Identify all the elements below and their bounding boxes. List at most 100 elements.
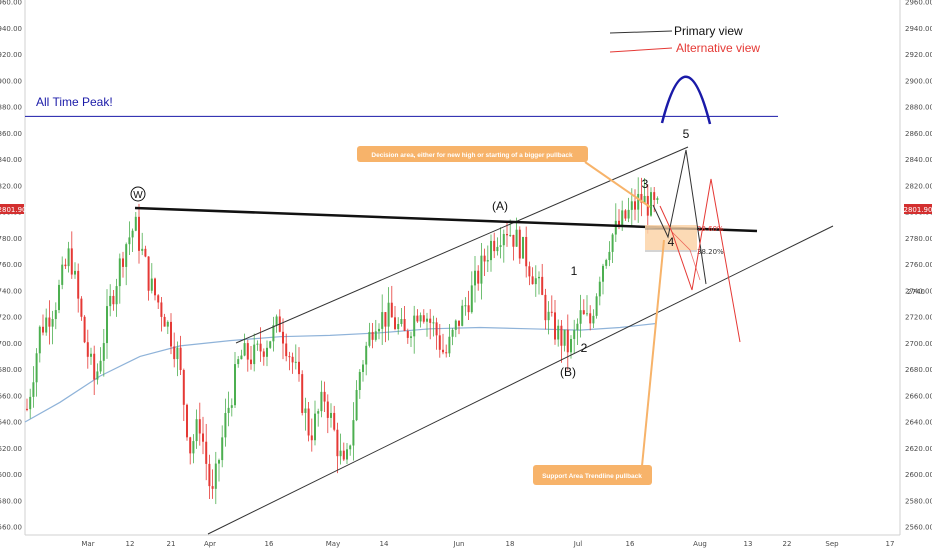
candle-body xyxy=(365,345,368,365)
candle-body xyxy=(67,248,70,267)
right-price-tick: 2620.00 xyxy=(905,445,932,453)
time-tick: 22 xyxy=(783,540,792,548)
time-tick: Sep xyxy=(825,540,839,548)
candle-body xyxy=(480,255,483,284)
candle-body xyxy=(362,364,364,372)
candle-body xyxy=(298,361,300,375)
candle-body xyxy=(595,296,598,316)
candle-body xyxy=(592,315,595,324)
left-price-tick: 2700.00 xyxy=(0,340,22,348)
right-price-tick: 2780.00 xyxy=(905,235,932,243)
candle-body xyxy=(211,486,214,489)
candlestick-series xyxy=(26,177,659,505)
candle-body xyxy=(26,408,28,410)
candle-body xyxy=(490,240,492,261)
candle-body xyxy=(432,322,435,324)
candle-body xyxy=(90,353,92,357)
time-tick: Mar xyxy=(81,540,94,548)
candle-body xyxy=(106,306,108,344)
candle-body xyxy=(557,325,560,340)
candle-body xyxy=(234,364,236,406)
candle-body xyxy=(112,295,115,305)
candle-body xyxy=(502,233,505,246)
candle-body xyxy=(74,270,76,275)
candle-body xyxy=(144,248,147,257)
candle-body xyxy=(470,285,473,313)
time-tick: Jul xyxy=(573,540,583,548)
decision-note-text: Decision area, either for new high or st… xyxy=(371,152,573,159)
candle-body xyxy=(93,353,96,380)
candle-body xyxy=(576,323,579,331)
left-price-tick: 2780.00 xyxy=(0,235,22,243)
candle-body xyxy=(230,405,233,408)
candle-body xyxy=(195,419,198,442)
last-price-left-label: 2801.90 xyxy=(0,206,26,214)
candle-body xyxy=(262,351,265,357)
candle-body xyxy=(518,229,521,259)
candle-body xyxy=(410,336,412,338)
candle-body xyxy=(150,278,153,291)
candle-body xyxy=(426,318,428,322)
candle-body xyxy=(243,343,246,356)
candle-body xyxy=(570,339,572,353)
candle-body xyxy=(547,311,550,321)
alternative-view-path-b xyxy=(671,231,701,281)
wave-b-label: (B) xyxy=(560,365,576,379)
left-price-axis: 2560.00 2580.00 2600.00 2620.00 2640.00 2660.… xyxy=(0,0,22,532)
candle-body xyxy=(611,234,614,252)
candle-body xyxy=(435,322,438,336)
candle-body xyxy=(237,359,240,365)
candle-body xyxy=(467,305,470,313)
left-price-tick: 2960.00 xyxy=(0,0,22,7)
candle-body xyxy=(374,331,377,340)
left-price-tick: 2840.00 xyxy=(0,156,22,164)
candle-body xyxy=(461,305,464,326)
right-price-tick: 2700.00 xyxy=(905,340,932,348)
right-price-tick: 2900.00 xyxy=(905,77,932,85)
candle-body xyxy=(400,319,403,324)
candle-body xyxy=(640,193,643,203)
candle-body xyxy=(176,347,179,360)
candle-body xyxy=(77,270,80,299)
candle-body xyxy=(637,193,640,210)
candle-body xyxy=(128,237,131,245)
left-price-tick: 2920.00 xyxy=(0,51,22,59)
candle-body xyxy=(349,445,352,450)
candle-body xyxy=(272,325,275,342)
candle-body xyxy=(285,343,288,357)
candle-body xyxy=(544,294,547,321)
left-price-tick: 2760.00 xyxy=(0,261,22,269)
candle-body xyxy=(134,216,137,231)
time-tick: 16 xyxy=(626,540,635,548)
candle-body xyxy=(582,310,585,315)
right-price-tick: 2960.00 xyxy=(905,0,932,7)
right-price-tick: 2880.00 xyxy=(905,104,932,112)
left-price-tick: 2620.00 xyxy=(0,445,22,453)
candle-body xyxy=(253,344,256,365)
candle-body xyxy=(186,404,188,438)
legend-primary-label: Primary view xyxy=(674,24,743,38)
right-price-tick: 2720.00 xyxy=(905,314,932,322)
candle-body xyxy=(358,371,361,391)
fib-38-label: 38.20% xyxy=(697,248,724,256)
candle-body xyxy=(269,341,272,348)
left-price-tick: 2560.00 xyxy=(0,524,22,532)
left-price-tick: 2820.00 xyxy=(0,182,22,190)
candle-body xyxy=(387,302,390,327)
candle-body xyxy=(333,412,336,430)
candle-body xyxy=(154,278,156,296)
candle-body xyxy=(125,244,128,267)
primary-view-path xyxy=(652,149,707,285)
candle-body xyxy=(96,371,99,380)
candle-body xyxy=(45,317,48,333)
right-price-tick: 2760.00 xyxy=(905,261,932,269)
wave-4-label: 4 xyxy=(668,235,675,249)
candle-body xyxy=(458,320,460,326)
candle-body xyxy=(301,374,304,413)
candle-body xyxy=(509,234,512,236)
candle-body xyxy=(515,229,518,247)
candle-body xyxy=(294,361,297,363)
candle-body xyxy=(259,343,262,352)
support-note-text: Support Area Trendline pullback xyxy=(542,473,642,480)
